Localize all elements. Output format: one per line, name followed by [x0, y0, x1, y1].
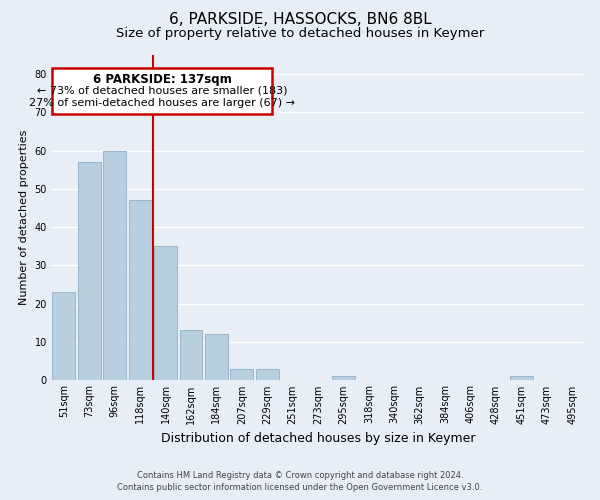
Text: 6 PARKSIDE: 137sqm: 6 PARKSIDE: 137sqm [93, 74, 232, 86]
Bar [52, 292, 75, 380]
Bar [103, 150, 126, 380]
Y-axis label: Number of detached properties: Number of detached properties [19, 130, 29, 305]
Bar [128, 200, 152, 380]
X-axis label: Distribution of detached houses by size in Keymer: Distribution of detached houses by size … [161, 432, 475, 445]
Text: Contains HM Land Registry data © Crown copyright and database right 2024.
Contai: Contains HM Land Registry data © Crown c… [118, 471, 482, 492]
Text: 6, PARKSIDE, HASSOCKS, BN6 8BL: 6, PARKSIDE, HASSOCKS, BN6 8BL [169, 12, 431, 28]
FancyBboxPatch shape [52, 68, 272, 114]
Bar [256, 368, 278, 380]
Bar [332, 376, 355, 380]
Bar [230, 368, 253, 380]
Bar [205, 334, 228, 380]
Bar [179, 330, 202, 380]
Text: 27% of semi-detached houses are larger (67) →: 27% of semi-detached houses are larger (… [29, 98, 295, 108]
Bar [154, 246, 177, 380]
Bar [510, 376, 533, 380]
Text: ← 73% of detached houses are smaller (183): ← 73% of detached houses are smaller (18… [37, 86, 287, 96]
Text: Size of property relative to detached houses in Keymer: Size of property relative to detached ho… [116, 28, 484, 40]
Bar [78, 162, 101, 380]
